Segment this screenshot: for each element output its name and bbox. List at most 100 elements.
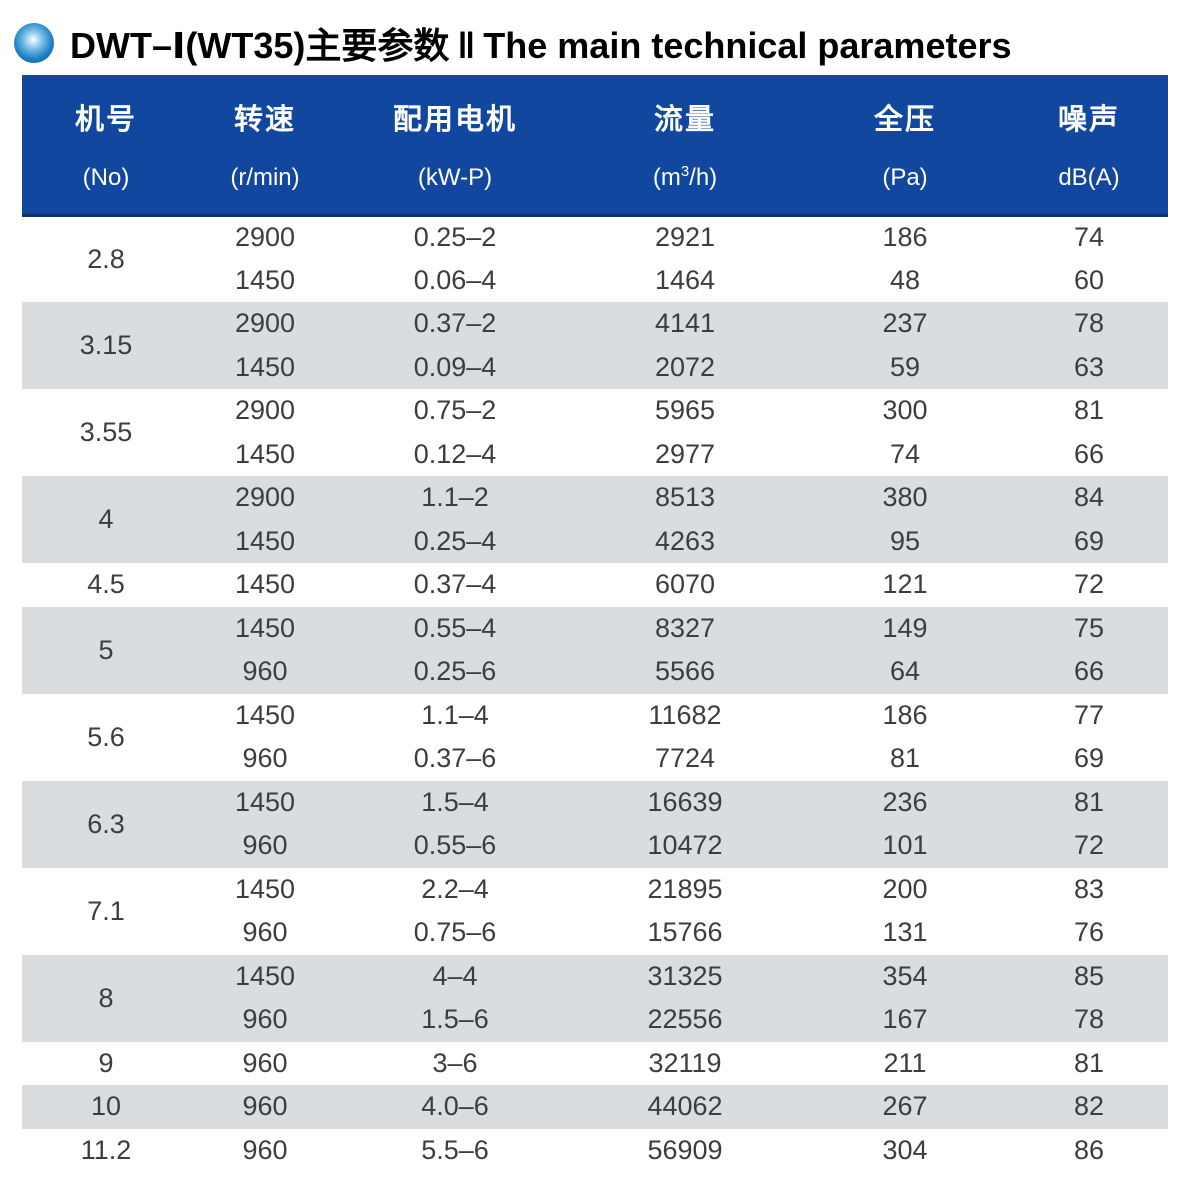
cell-noise-dba: 69 (1010, 737, 1168, 781)
table-row: 9 960 3–6 32119 211 81 (22, 1041, 1168, 1085)
cell-pressure-pa: 81 (800, 737, 1010, 781)
cell-speed-rpm: 960 (190, 911, 340, 955)
table-row: 3.15 2900 0.37–2 4141 237 78 (22, 302, 1168, 389)
cell-flow-m3h: 7724 (570, 737, 800, 781)
header-model-no-unit: (No) (82, 164, 130, 192)
cell-noise-dba: 76 (1010, 911, 1168, 955)
table-row: 7.1 1450 2.2–4 21895 200 83 (22, 867, 1168, 955)
cell-model-no: 5.6 (22, 693, 190, 781)
cell-speed-rpm: 2900 (190, 215, 340, 259)
cell-pressure-pa: 149 (800, 606, 1010, 650)
header-noise-unit: dB(A) (1058, 164, 1120, 192)
cell-model-no: 11.2 (22, 1128, 190, 1172)
title-separator: ‖ (457, 24, 476, 66)
parameters-table: 机号 (No) 转速 (r/min) 配用电机 (kW-P) 流量 (m3/h)… (22, 75, 1168, 1172)
cell-motor-kw-p: 1.1–4 (340, 693, 570, 737)
cell-flow-m3h: 1464 (570, 258, 800, 302)
cell-flow-m3h: 2072 (570, 345, 800, 389)
cell-pressure-pa: 267 (800, 1085, 1010, 1129)
cell-motor-kw-p: 4–4 (340, 954, 570, 998)
page-title-en: The main technical parameters (483, 24, 1012, 66)
cell-pressure-pa: 380 (800, 476, 1010, 520)
cell-noise-dba: 78 (1010, 302, 1168, 346)
cell-flow-m3h: 2977 (570, 432, 800, 476)
cell-speed-rpm: 960 (190, 1041, 340, 1085)
cell-speed-rpm: 1450 (190, 606, 340, 650)
table-row: 5 1450 0.55–4 8327 149 75 (22, 606, 1168, 694)
cell-model-no: 3.15 (22, 302, 190, 389)
cell-speed-rpm: 960 (190, 650, 340, 694)
cell-motor-kw-p: 4.0–6 (340, 1085, 570, 1129)
cell-noise-dba: 78 (1010, 998, 1168, 1042)
cell-model-no: 8 (22, 954, 190, 1042)
cell-noise-dba: 81 (1010, 780, 1168, 824)
cell-pressure-pa: 300 (800, 389, 1010, 433)
cell-flow-m3h: 11682 (570, 693, 800, 737)
cell-noise-dba: 82 (1010, 1085, 1168, 1129)
cell-flow-m3h: 5566 (570, 650, 800, 694)
cell-speed-rpm: 1450 (190, 954, 340, 998)
cell-motor-kw-p: 0.06–4 (340, 258, 570, 302)
table-row: 1450 0.06–4 1464 48 60 (22, 258, 1168, 302)
cell-flow-m3h: 5965 (570, 389, 800, 433)
header-pressure: 全压 (Pa) (800, 75, 1010, 217)
cell-speed-rpm: 1450 (190, 432, 340, 476)
header-model-no: 机号 (No) (22, 75, 190, 217)
table-row: 6.3 1450 1.5–4 16639 236 81 (22, 780, 1168, 868)
cell-model-no: 2.8 (22, 215, 190, 302)
cell-model-no: 4.5 (22, 563, 190, 607)
cell-noise-dba: 75 (1010, 606, 1168, 650)
cell-flow-m3h: 4263 (570, 519, 800, 563)
header-motor-unit: (kW-P) (417, 164, 493, 192)
header-flow-label: 流量 (653, 104, 716, 137)
table-body: 2.8 2900 0.25–2 2921 186 74 1450 0.06–4 1464 48 60… (22, 215, 1168, 1172)
cell-speed-rpm: 1450 (190, 693, 340, 737)
cell-speed-rpm: 1450 (190, 258, 340, 302)
cell-motor-kw-p: 3–6 (340, 1041, 570, 1085)
table-row: 960 0.25–6 5566 64 66 (22, 650, 1168, 694)
cell-flow-m3h: 32119 (570, 1041, 800, 1085)
cell-flow-m3h: 10472 (570, 824, 800, 868)
cell-flow-m3h: 8513 (570, 476, 800, 520)
header-flow: 流量 (m3/h) (570, 75, 800, 217)
page-title-cn: DWT–Ⅰ(WT35)主要参数 (70, 24, 450, 66)
cell-motor-kw-p: 2.2–4 (340, 867, 570, 911)
table-row: 5.6 1450 1.1–4 11682 186 77 (22, 693, 1168, 781)
cell-noise-dba: 85 (1010, 954, 1168, 998)
table-row: 8 1450 4–4 31325 354 85 (22, 954, 1168, 1042)
cell-noise-dba: 83 (1010, 867, 1168, 911)
cell-motor-kw-p: 0.25–4 (340, 519, 570, 563)
cell-pressure-pa: 354 (800, 954, 1010, 998)
cell-speed-rpm: 1450 (190, 563, 340, 607)
table-row: 1450 0.12–4 2977 74 66 (22, 432, 1168, 476)
cell-noise-dba: 69 (1010, 519, 1168, 563)
cell-noise-dba: 81 (1010, 1041, 1168, 1085)
cell-speed-rpm: 2900 (190, 476, 340, 520)
cell-motor-kw-p: 0.25–6 (340, 650, 570, 694)
cell-pressure-pa: 236 (800, 780, 1010, 824)
cell-motor-kw-p: 0.37–4 (340, 563, 570, 607)
cell-motor-kw-p: 0.12–4 (340, 432, 570, 476)
cell-flow-m3h: 31325 (570, 954, 800, 998)
sphere-bullet-icon (14, 22, 54, 63)
cell-flow-m3h: 22556 (570, 998, 800, 1042)
cell-motor-kw-p: 0.55–4 (340, 606, 570, 650)
cell-noise-dba: 84 (1010, 476, 1168, 520)
cell-model-no: 9 (22, 1041, 190, 1085)
header-pressure-label: 全压 (873, 104, 936, 137)
cell-noise-dba: 74 (1010, 215, 1168, 259)
cell-speed-rpm: 960 (190, 1128, 340, 1172)
table-row: 4 2900 1.1–2 8513 380 84 (22, 476, 1168, 563)
header-pressure-unit: (Pa) (882, 164, 928, 192)
header-noise: 噪声 dB(A) (1010, 75, 1168, 217)
cell-speed-rpm: 960 (190, 824, 340, 868)
cell-flow-m3h: 16639 (570, 780, 800, 824)
cell-noise-dba: 72 (1010, 563, 1168, 607)
cell-pressure-pa: 95 (800, 519, 1010, 563)
header-noise-label: 噪声 (1057, 104, 1120, 137)
cell-motor-kw-p: 1.5–6 (340, 998, 570, 1042)
cell-pressure-pa: 200 (800, 867, 1010, 911)
table-row: 11.2 960 5.5–6 56909 304 86 (22, 1128, 1168, 1172)
header-flow-unit: (m3/h) (652, 163, 718, 192)
cell-flow-m3h: 4141 (570, 302, 800, 346)
